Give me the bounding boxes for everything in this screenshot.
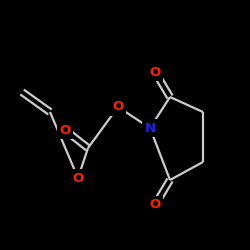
Text: O: O	[72, 172, 84, 184]
Text: O: O	[60, 124, 71, 136]
Text: O: O	[112, 100, 124, 114]
Text: O: O	[150, 66, 160, 78]
Text: N: N	[144, 122, 156, 134]
Text: O: O	[150, 198, 160, 211]
